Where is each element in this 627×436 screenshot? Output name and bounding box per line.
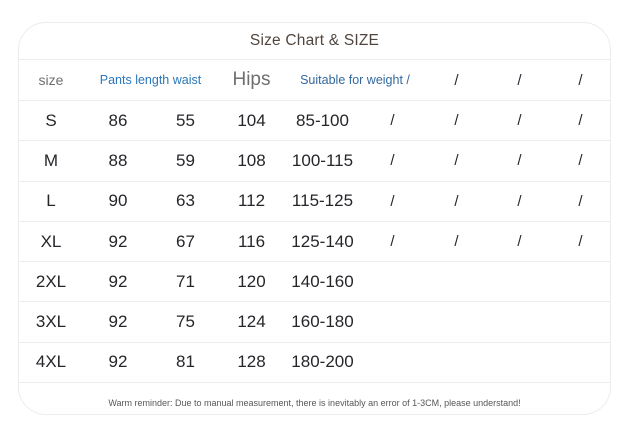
header-size: size xyxy=(38,72,64,88)
table-body: S 86 55 104 85-100 / / / / M 88 59 108 100-115 / / / / L 90… xyxy=(19,101,610,384)
cell-size: 3XL xyxy=(35,312,67,332)
size-chart-card: Size Chart & SIZE size Pants length wais… xyxy=(18,22,611,415)
cell-hips: 108 xyxy=(237,150,266,170)
cell-slash-2: / xyxy=(454,233,459,251)
cell-slash-3: / xyxy=(517,192,522,210)
cell-size: XL xyxy=(40,231,62,251)
cell-pants-length: 92 xyxy=(108,352,128,372)
cell-weight: 140-160 xyxy=(291,271,354,291)
cell-size: S xyxy=(45,110,57,130)
cell-weight: 160-180 xyxy=(291,312,354,332)
cell-slash-2: / xyxy=(454,112,459,130)
cell-waist: 67 xyxy=(176,231,195,251)
table-row: 4XL 92 81 128 180-200 xyxy=(19,343,610,384)
cell-waist: 59 xyxy=(176,150,195,170)
cell-waist: 71 xyxy=(176,271,195,291)
cell-size: L xyxy=(46,191,56,211)
cell-waist: 81 xyxy=(176,352,195,372)
cell-weight: 125-140 xyxy=(291,231,354,251)
footer-note: Warm reminder: Due to manual measurement… xyxy=(108,398,521,409)
cell-weight: 115-125 xyxy=(291,191,354,211)
cell-size: 4XL xyxy=(35,352,67,372)
cell-slash-1: / xyxy=(390,152,395,170)
cell-pants-length: 88 xyxy=(108,150,128,170)
cell-pants-length: 92 xyxy=(108,312,128,332)
cell-slash-4: / xyxy=(578,233,583,251)
header-suitable-for-weight: Suitable for weight / xyxy=(300,73,410,87)
cell-hips: 116 xyxy=(237,231,266,251)
table-header: size Pants length waist Hips Suitable fo… xyxy=(19,60,610,101)
cell-waist: 63 xyxy=(176,191,195,211)
cell-waist: 75 xyxy=(176,312,195,332)
cell-size: 2XL xyxy=(35,271,67,291)
cell-waist: 55 xyxy=(176,110,195,130)
cell-slash-1: / xyxy=(390,112,395,130)
cell-weight: 100-115 xyxy=(291,150,354,170)
cell-slash-4: / xyxy=(578,112,583,130)
cell-hips: 120 xyxy=(237,271,266,291)
cell-pants-length: 90 xyxy=(108,191,128,211)
cell-weight: 85-100 xyxy=(296,110,349,130)
cell-slash-2: / xyxy=(454,152,459,170)
header-hips: Hips xyxy=(232,69,271,90)
table-row: M 88 59 108 100-115 / / / / xyxy=(19,141,610,182)
cell-slash-3: / xyxy=(517,112,522,130)
cell-weight: 180-200 xyxy=(291,352,354,372)
page-title: Size Chart & SIZE xyxy=(19,23,610,60)
cell-slash-4: / xyxy=(578,192,583,210)
header-slash-2: / xyxy=(517,71,522,89)
cell-slash-1: / xyxy=(390,192,395,210)
cell-pants-length: 86 xyxy=(108,110,128,130)
header-slash-1: / xyxy=(454,71,459,89)
cell-pants-length: 92 xyxy=(108,271,128,291)
cell-slash-4: / xyxy=(578,152,583,170)
header-slash-3: / xyxy=(578,71,583,89)
cell-slash-2: / xyxy=(454,192,459,210)
cell-size: M xyxy=(43,150,59,170)
cell-slash-3: / xyxy=(517,152,522,170)
table-row: XL 92 67 116 125-140 / / / / xyxy=(19,222,610,263)
cell-hips: 104 xyxy=(237,110,266,130)
table-row: 2XL 92 71 120 140-160 xyxy=(19,262,610,303)
cell-hips: 112 xyxy=(237,191,266,211)
cell-hips: 128 xyxy=(237,352,266,372)
table-row: 3XL 92 75 124 160-180 xyxy=(19,302,610,343)
cell-slash-1: / xyxy=(390,233,395,251)
cell-slash-3: / xyxy=(517,233,522,251)
cell-hips: 124 xyxy=(237,312,266,332)
cell-pants-length: 92 xyxy=(108,231,128,251)
table-row: L 90 63 112 115-125 / / / / xyxy=(19,182,610,222)
header-pants-length-waist: Pants length waist xyxy=(99,73,202,87)
table-row: S 86 55 104 85-100 / / / / xyxy=(19,101,610,142)
